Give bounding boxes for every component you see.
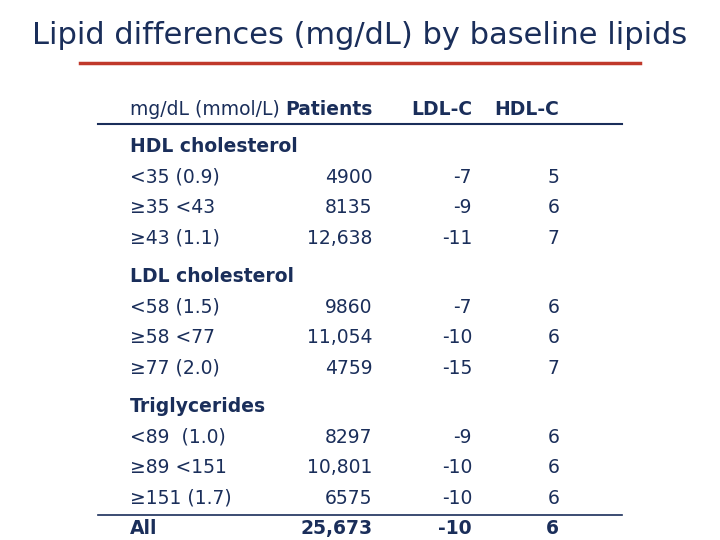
Text: -7: -7 [454, 298, 472, 316]
Text: -10: -10 [442, 458, 472, 477]
Text: 6: 6 [547, 428, 559, 447]
Text: -10: -10 [438, 519, 472, 538]
Text: -9: -9 [454, 198, 472, 217]
Text: 10,801: 10,801 [307, 458, 372, 477]
Text: mg/dL (mmol/L): mg/dL (mmol/L) [130, 100, 279, 119]
Text: ≥89 <151: ≥89 <151 [130, 458, 227, 477]
Text: 5: 5 [547, 167, 559, 186]
Text: 7: 7 [547, 228, 559, 248]
Text: 4759: 4759 [325, 359, 372, 378]
Text: ≥35 <43: ≥35 <43 [130, 198, 215, 217]
Text: 8297: 8297 [325, 428, 372, 447]
Text: All: All [130, 519, 157, 538]
Text: <35 (0.9): <35 (0.9) [130, 167, 220, 186]
Text: ≥58 <77: ≥58 <77 [130, 328, 215, 347]
Text: 4900: 4900 [325, 167, 372, 186]
Text: 12,638: 12,638 [307, 228, 372, 248]
Text: 6: 6 [547, 328, 559, 347]
Text: 25,673: 25,673 [300, 519, 372, 538]
Text: Lipid differences (mg/dL) by baseline lipids: Lipid differences (mg/dL) by baseline li… [32, 21, 688, 50]
Text: 6: 6 [546, 519, 559, 538]
Text: 8135: 8135 [325, 198, 372, 217]
Text: 11,054: 11,054 [307, 328, 372, 347]
Text: -11: -11 [442, 228, 472, 248]
Text: -9: -9 [454, 428, 472, 447]
Text: <89  (1.0): <89 (1.0) [130, 428, 225, 447]
Text: 7: 7 [547, 359, 559, 378]
Text: <58 (1.5): <58 (1.5) [130, 298, 220, 316]
Text: 6: 6 [547, 298, 559, 316]
Text: LDL cholesterol: LDL cholesterol [130, 267, 294, 286]
Text: Triglycerides: Triglycerides [130, 397, 266, 416]
Text: LDL-C: LDL-C [411, 100, 472, 119]
Text: ≥43 (1.1): ≥43 (1.1) [130, 228, 220, 248]
Text: -7: -7 [454, 167, 472, 186]
Text: Patients: Patients [285, 100, 372, 119]
Text: ≥151 (1.7): ≥151 (1.7) [130, 489, 231, 508]
Text: 6: 6 [547, 198, 559, 217]
Text: -15: -15 [442, 359, 472, 378]
Text: 6: 6 [547, 489, 559, 508]
Text: ≥77 (2.0): ≥77 (2.0) [130, 359, 220, 378]
Text: HDL-C: HDL-C [495, 100, 559, 119]
Text: 9860: 9860 [325, 298, 372, 316]
Text: -10: -10 [442, 328, 472, 347]
Text: 6: 6 [547, 458, 559, 477]
Text: -10: -10 [442, 489, 472, 508]
Text: HDL cholesterol: HDL cholesterol [130, 137, 297, 156]
Text: 6575: 6575 [325, 489, 372, 508]
